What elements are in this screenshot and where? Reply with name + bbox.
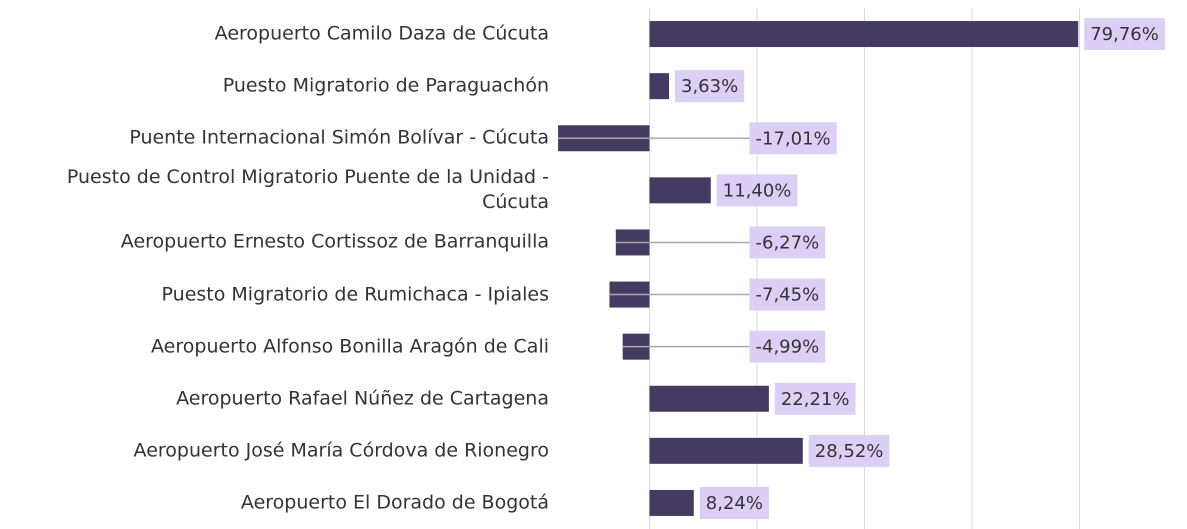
value-label: -4,99% [756, 337, 820, 358]
value-label: 79,76% [1090, 24, 1159, 45]
value-label-bg [749, 278, 826, 311]
category-label: Aeropuerto Camilo Daza de Cúcuta [214, 22, 549, 45]
category-label: Aeropuerto José María Córdova de Rionegr… [133, 439, 549, 462]
value-label: -17,01% [756, 128, 831, 149]
value-label-bg [699, 486, 769, 519]
value-label-bg [749, 122, 837, 155]
bar [649, 385, 769, 412]
bar [649, 73, 670, 100]
value-label-bg [774, 382, 856, 415]
bar [649, 437, 803, 464]
category-label: Puesto Migratorio de Paraguachón [222, 74, 549, 97]
category-label: Puente Internacional Simón Bolívar - Cúc… [129, 126, 549, 149]
value-label-bg [675, 70, 745, 103]
value-label: 28,52% [815, 441, 884, 462]
value-label: 11,40% [723, 180, 792, 201]
value-label-bg [808, 434, 890, 467]
value-label-bg [749, 226, 826, 259]
value-label: -7,45% [756, 285, 820, 306]
value-label-bg [749, 330, 826, 363]
category-label: Aeropuerto Alfonso Bonilla Aragón de Cal… [151, 335, 549, 358]
value-label: 22,21% [781, 389, 850, 410]
value-label-bg [1084, 18, 1165, 51]
category-label: Puesto Migratorio de Rumichaca - Ipiales [161, 283, 549, 306]
bar [649, 489, 694, 516]
value-label-bg [716, 174, 798, 207]
bar [649, 21, 1079, 48]
category-label: Aeropuerto El Dorado de Bogotá [240, 491, 549, 514]
value-label: 3,63% [681, 76, 738, 97]
category-label: Aeropuerto Rafael Núñez de Cartagena [176, 387, 549, 410]
bar [649, 177, 711, 204]
value-label: -6,27% [756, 232, 820, 253]
category-label: Puesto de Control Migratorio Puente de l… [66, 166, 549, 214]
category-label: Aeropuerto Ernesto Cortissoz de Barranqu… [120, 230, 549, 253]
value-label: 8,24% [706, 493, 763, 514]
